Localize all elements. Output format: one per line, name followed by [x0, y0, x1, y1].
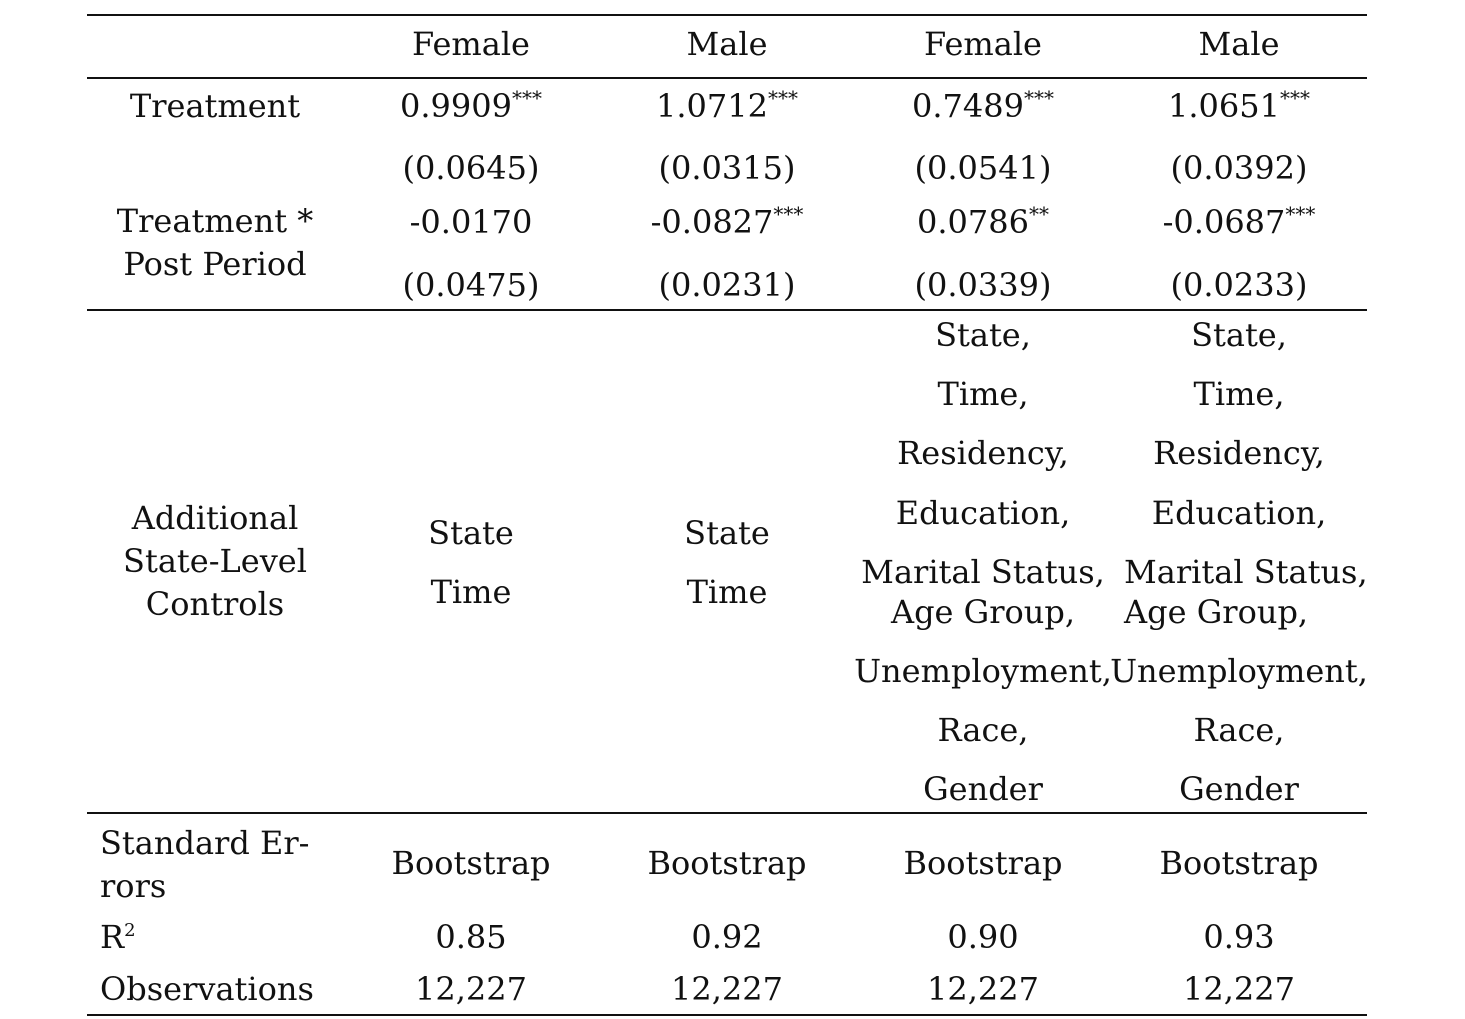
- treatment-label: Treatment: [129, 87, 301, 125]
- interaction-label: Treatment * Post Period: [117, 200, 313, 286]
- observations-value-4: 12,227: [1183, 970, 1295, 1008]
- controls-col-2-item: State: [684, 514, 770, 552]
- treatment-se-1: (0.0645): [402, 149, 540, 187]
- controls-col-4-item: Education,: [1151, 494, 1327, 532]
- controls-col-3-item: Time,: [937, 375, 1029, 413]
- treatment-se-2: (0.0315): [658, 149, 796, 187]
- controls-col-1-item: State: [428, 514, 514, 552]
- interaction-coef-3: 0.0786**: [917, 202, 1049, 241]
- treatment-coef-1: 0.9909***: [400, 86, 542, 125]
- standard-errors-label-line1: Standard Er-: [100, 824, 310, 862]
- controls-col-4-item: State,: [1191, 316, 1287, 354]
- interaction-coef-4: -0.0687***: [1162, 202, 1316, 241]
- controls-col-4-item: Marital Status,: [1124, 553, 1368, 591]
- r-squared-value-2: 0.92: [691, 918, 763, 956]
- controls-col-3-item: Unemployment,: [854, 652, 1112, 690]
- interaction-se-3: (0.0339): [914, 266, 1052, 304]
- treatment-coef-2: 1.0712***: [656, 86, 798, 125]
- top-rule: [87, 14, 1367, 16]
- bottom-rule: [87, 1014, 1367, 1016]
- controls-col-3-item: Race,: [937, 711, 1029, 749]
- interaction-se-1: (0.0475): [402, 266, 540, 304]
- observations-label: Observations: [100, 970, 314, 1008]
- interaction-coef-2: -0.0827***: [650, 202, 804, 241]
- column-header-1: Female: [412, 25, 530, 63]
- treatment-se-4: (0.0392): [1170, 149, 1308, 187]
- controls-col-3-item: Marital Status,: [861, 553, 1105, 591]
- controls-label-line3: Controls: [145, 585, 285, 623]
- standard-errors-label: Standard Er- rors: [100, 822, 309, 908]
- column-header-2: Male: [686, 25, 768, 63]
- controls-bottom-rule: [87, 812, 1367, 814]
- standard-errors-value-3: Bootstrap: [903, 844, 1063, 882]
- interaction-se-2: (0.0231): [658, 266, 796, 304]
- controls-col-4-item: Gender: [1179, 770, 1299, 808]
- observations-value-2: 12,227: [671, 970, 783, 1008]
- r-squared-label: R2: [100, 918, 136, 956]
- r-squared-value-1: 0.85: [435, 918, 507, 956]
- coefficients-bottom-rule: [87, 309, 1367, 311]
- r-squared-value-4: 0.93: [1203, 918, 1275, 956]
- treatment-coef-3: 0.7489***: [912, 86, 1054, 125]
- controls-col-3-item: Education,: [895, 494, 1071, 532]
- standard-errors-value-2: Bootstrap: [647, 844, 807, 882]
- interaction-coef-1: -0.0170: [409, 203, 533, 241]
- controls-col-4-item: Age Group,: [1124, 593, 1309, 631]
- standard-errors-label-line2: rors: [100, 867, 167, 905]
- interaction-label-line1: Treatment *: [116, 202, 314, 240]
- header-rule: [87, 77, 1367, 79]
- standard-errors-value-4: Bootstrap: [1159, 844, 1319, 882]
- standard-errors-value-1: Bootstrap: [391, 844, 551, 882]
- controls-col-4-item: Time,: [1193, 375, 1285, 413]
- interaction-se-4: (0.0233): [1170, 266, 1308, 304]
- observations-value-3: 12,227: [927, 970, 1039, 1008]
- treatment-se-3: (0.0541): [914, 149, 1052, 187]
- controls-label-line2: State-Level: [123, 542, 307, 580]
- controls-label: Additional State-Level Controls: [123, 497, 307, 626]
- interaction-label-line2: Post Period: [123, 245, 307, 283]
- r-squared-value-3: 0.90: [947, 918, 1019, 956]
- controls-col-4-item: Race,: [1193, 711, 1285, 749]
- controls-col-1-item: Time: [430, 573, 512, 611]
- controls-col-3-item: Gender: [923, 770, 1043, 808]
- observations-value-1: 12,227: [415, 970, 527, 1008]
- controls-label-line1: Additional: [131, 499, 299, 537]
- controls-col-4-item: Residency,: [1153, 434, 1325, 472]
- controls-col-2-item: Time: [686, 573, 768, 611]
- column-header-4: Male: [1198, 25, 1280, 63]
- controls-col-3-item: Age Group,: [890, 593, 1076, 631]
- treatment-coef-4: 1.0651***: [1168, 86, 1310, 125]
- controls-col-3-item: Residency,: [897, 434, 1069, 472]
- column-header-3: Female: [924, 25, 1042, 63]
- controls-col-4-item: Unemployment,: [1110, 652, 1368, 690]
- controls-col-3-item: State,: [935, 316, 1031, 354]
